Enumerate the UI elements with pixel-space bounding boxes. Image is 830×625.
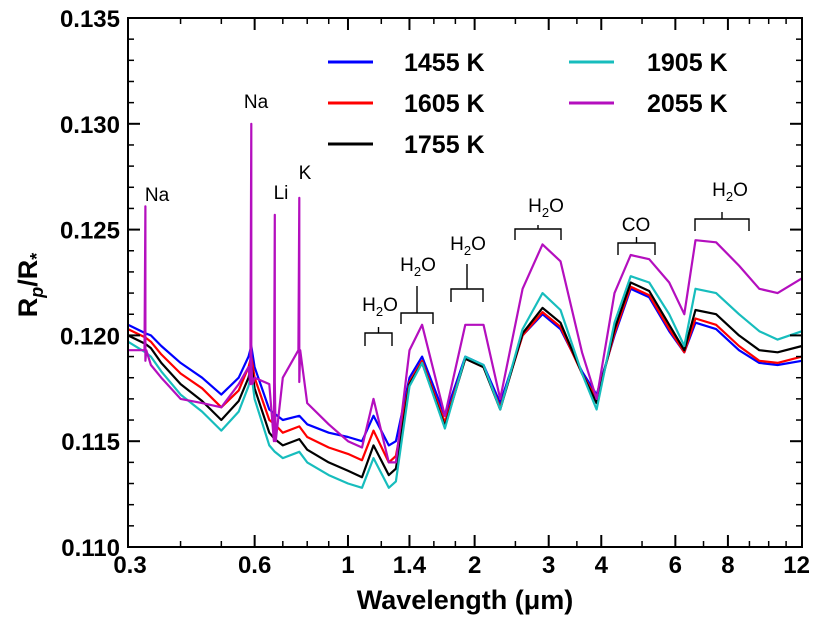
annotation-na-2: Na [244, 92, 269, 113]
x-tick-label: 1.4 [393, 552, 427, 579]
x-tick-label: 6 [669, 552, 682, 579]
plot-frame [127, 17, 803, 548]
legend: 1455 K 1605 K 1755 K 1905 K 2055 K [328, 49, 728, 159]
legend-label-1905k: 1905 K [647, 49, 728, 77]
x-axis-title: Wavelength (μm) [357, 585, 574, 615]
x-tick-label: 12 [783, 552, 810, 579]
h2o-bracket-1 [364, 327, 393, 346]
y-tick-label: 0.125 [60, 218, 120, 245]
co-bracket [617, 237, 656, 255]
series-line-1605k [127, 285, 803, 464]
annotation-co: CO [622, 215, 651, 236]
h2o-bracket-3 [450, 264, 484, 302]
h2o-bracket-4 [514, 225, 562, 240]
annotation-k: K [299, 163, 312, 184]
y-tick-label: 0.110 [61, 535, 120, 562]
annotation-na-1: Na [145, 185, 170, 206]
y-tick-label: 0.120 [60, 323, 120, 350]
y-tick-label: 0.130 [60, 112, 120, 139]
y-tick-label: 0.135 [60, 6, 120, 33]
series-group [127, 122, 803, 489]
x-tick-label: 0.3 [113, 552, 146, 579]
y-axis-title: Rp/R* [13, 253, 47, 318]
y-tick-label: 0.115 [61, 429, 120, 456]
annotation-li: Li [274, 183, 289, 204]
h2o-bracket-5 [694, 212, 750, 231]
x-tick-label: 8 [721, 552, 734, 579]
annotation-h2o-1: H2O [362, 295, 398, 319]
x-tick-label: 0.6 [238, 552, 271, 579]
legend-label-2055k: 2055 K [647, 90, 728, 118]
legend-label-1605k: 1605 K [404, 90, 485, 118]
x-tick-label: 3 [542, 552, 555, 579]
y-axis-ticks: 0.110 0.115 0.120 0.125 0.130 0.135 [60, 6, 802, 562]
x-axis-ticks: 0.3 0.6 1 1.4 2 3 4 6 8 12 [113, 18, 810, 579]
h2o-bracket-2 [400, 286, 434, 324]
x-tick-label: 1 [341, 552, 354, 579]
legend-label-1455k: 1455 K [404, 49, 485, 77]
series-line-2055k [128, 122, 803, 464]
legend-label-1755k: 1755 K [404, 131, 485, 159]
annotation-h2o-2: H2O [400, 255, 436, 279]
x-tick-label: 4 [595, 552, 609, 579]
series-line-1905k [127, 275, 803, 489]
x-tick-label: 2 [468, 552, 481, 579]
annotations: Na Na Li K H2O H2O H2O H2O CO H2O [145, 92, 750, 346]
